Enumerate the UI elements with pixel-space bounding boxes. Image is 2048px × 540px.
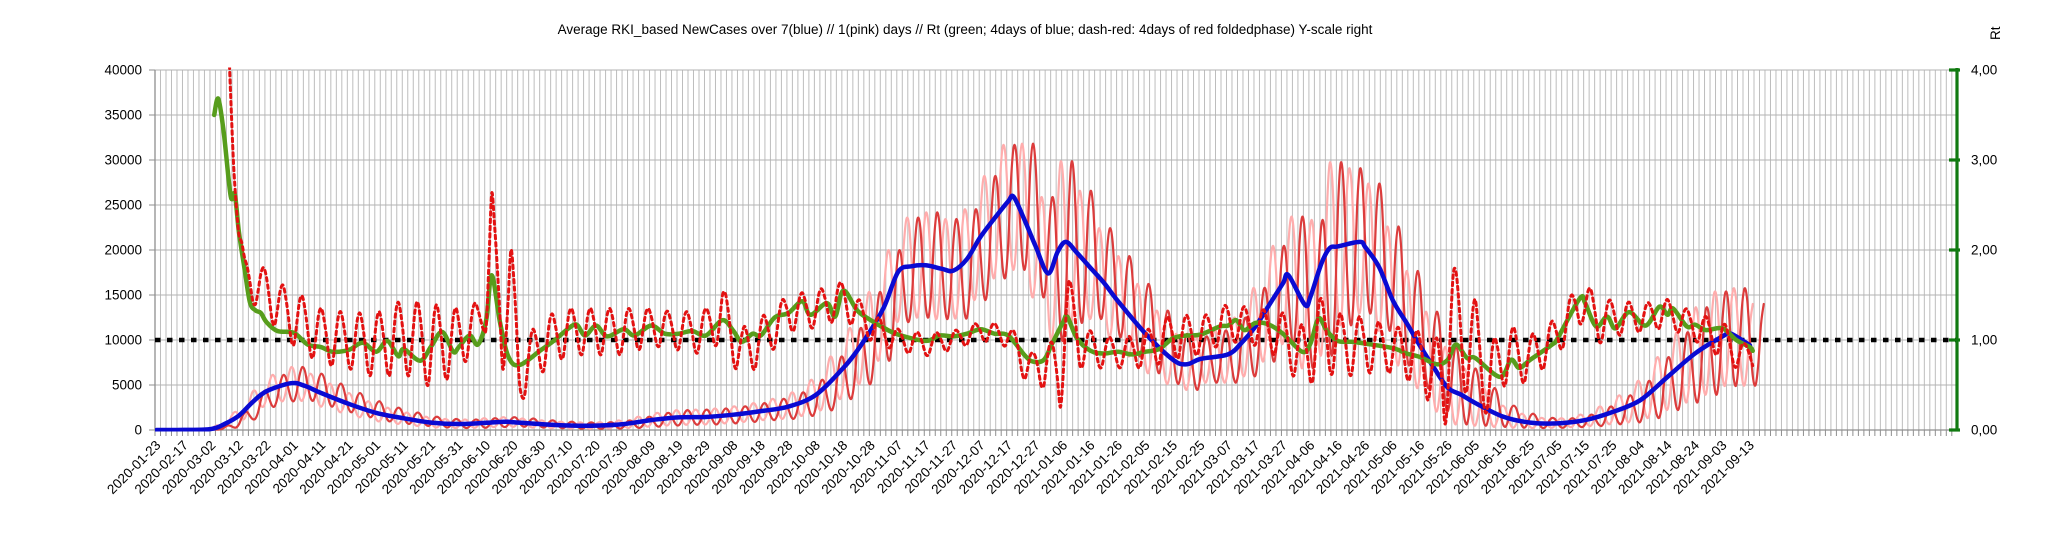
left-axis-tick-label: 35000 — [104, 108, 142, 123]
right-axis-tick-label: 2,00 — [1971, 243, 1997, 258]
left-axis-tick-label: 30000 — [104, 153, 142, 168]
series-rt-green — [211, 96, 1755, 380]
left-axis-tick-label: 20000 — [104, 243, 142, 258]
plot-grid — [149, 69, 1957, 436]
left-axis-tick-label: 10000 — [104, 333, 142, 348]
chart-title: Average RKI_based NewCases over 7(blue) … — [557, 22, 1373, 37]
right-axis-title: Rt — [1988, 26, 2003, 41]
left-axis-tick-label: 25000 — [104, 198, 142, 213]
series-newcases-1day-folded-red — [166, 142, 1765, 432]
right-axis: 0,00 1,00 2,00 3,00 4,00 — [1949, 63, 1997, 438]
right-axis-tick-label: 3,00 — [1971, 153, 1997, 168]
series-newcases-1day-pink — [155, 142, 1754, 432]
left-axis-tick-label: 40000 — [104, 63, 142, 78]
x-axis-tick-labels: 2020-01-232020-02-172020-03-022020-03-12… — [104, 437, 1757, 497]
left-axis-tick-labels: 0 5000 10000 15000 20000 25000 30000 35000 40000 — [104, 63, 142, 438]
left-axis-tick-label: 0 — [134, 423, 142, 438]
left-axis-tick-label: 15000 — [104, 288, 142, 303]
left-axis-tick-label: 5000 — [112, 378, 142, 393]
series-newcases-avg7-blue — [155, 193, 1753, 432]
right-axis-tick-label: 1,00 — [1971, 333, 1997, 348]
series-rt-folded-dash-red — [228, 67, 1755, 426]
right-axis-tick-label: 4,00 — [1971, 63, 1997, 78]
right-axis-tick-label: 0,00 — [1971, 423, 1997, 438]
